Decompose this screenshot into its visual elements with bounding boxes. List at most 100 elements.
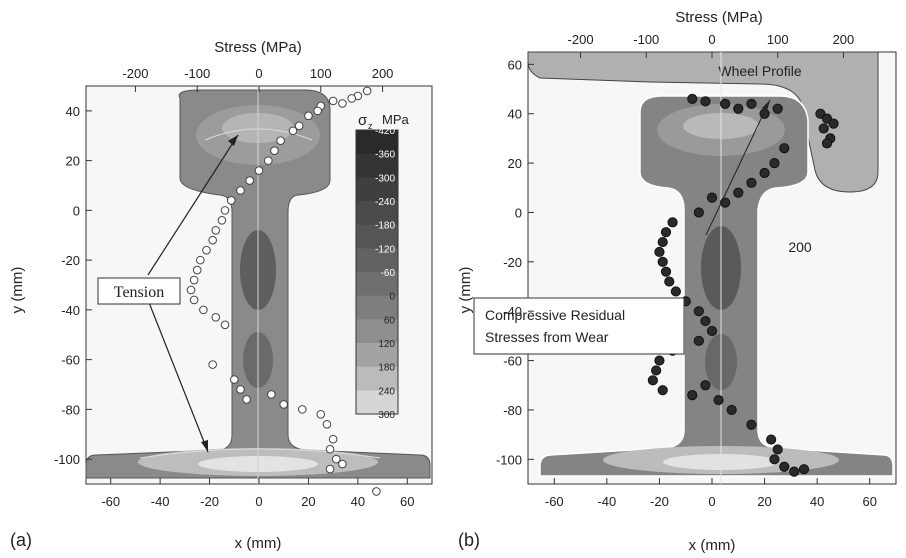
- colorbar-tick-label: -180: [375, 221, 395, 232]
- stress-tick-label: 100: [310, 66, 332, 81]
- data-point: [242, 395, 251, 404]
- colorbar-tick-label: 300: [378, 410, 395, 421]
- data-point: [347, 94, 356, 103]
- data-point: [746, 419, 757, 430]
- colorbar-block: [356, 390, 398, 415]
- data-point: [236, 385, 245, 394]
- data-point: [700, 96, 711, 107]
- x-tick-label: 60: [400, 494, 414, 509]
- tension-arrowhead-down: [201, 440, 208, 452]
- x-tick-label: -20: [200, 494, 219, 509]
- stress-tick-label: 200: [833, 32, 855, 47]
- x-tick-label: -60: [545, 494, 564, 509]
- y-ticks-a: 40 20 0 -20 -40 -60 -80 -100: [54, 104, 92, 467]
- data-point: [660, 266, 672, 277]
- data-point: [263, 156, 273, 165]
- data-point: [769, 157, 780, 169]
- data-point: [654, 246, 665, 258]
- x-tick-label: 20: [301, 494, 315, 509]
- stress-tick-label: -200: [122, 66, 148, 81]
- colorbar-block: [356, 201, 398, 226]
- y-tick-label: -20: [503, 255, 522, 270]
- data-point: [254, 166, 264, 175]
- data-point: [226, 196, 236, 205]
- colorbar-tick-label: -240: [375, 197, 395, 208]
- data-point: [208, 360, 217, 369]
- stress-tick-label: -200: [568, 32, 594, 47]
- x-ticks-a: -60 -40 -20 0 20 40 60: [101, 478, 415, 509]
- y-tick-label: -60: [61, 353, 80, 368]
- data-point: [211, 225, 221, 235]
- data-point: [372, 487, 381, 496]
- stress-axis-label-a: Stress (MPa): [214, 39, 302, 56]
- contour-line-a2: [139, 448, 381, 459]
- colorbar-tick-label: 0: [389, 292, 395, 303]
- colorbar-tick-label: 180: [378, 363, 395, 374]
- data-point: [338, 99, 347, 108]
- y-tick-label: 0: [515, 205, 522, 220]
- data-point: [208, 235, 217, 245]
- data-point: [726, 404, 737, 416]
- data-point: [236, 186, 245, 195]
- stress-axis-label-b: Stress (MPa): [675, 9, 763, 26]
- y-tick-label: -40: [503, 304, 522, 319]
- data-point: [700, 315, 711, 327]
- x-axis-label-a: x (mm): [235, 535, 282, 552]
- stress-tick-label: 0: [708, 32, 715, 47]
- data-point: [297, 405, 307, 414]
- data-point: [304, 111, 313, 121]
- data-point: [331, 454, 341, 464]
- colorbar-block: [356, 295, 398, 320]
- data-point: [657, 385, 668, 396]
- data-point: [798, 464, 810, 475]
- data-point: [779, 143, 790, 154]
- stress-points-a: [186, 86, 381, 496]
- tension-arrow-down: [147, 299, 209, 453]
- y-tick-label: -40: [61, 303, 80, 318]
- x-tick-label: -40: [597, 494, 616, 509]
- data-point: [693, 335, 704, 346]
- data-point: [189, 275, 199, 285]
- colorbar-blocks-a: [356, 130, 398, 415]
- colorbar-tick-label: -420: [375, 126, 395, 137]
- data-point: [706, 325, 718, 337]
- data-point: [779, 461, 790, 472]
- annotation-200: 200: [788, 239, 812, 255]
- data-point: [657, 256, 668, 267]
- panel-b: Wheel Profile 200 Compressive Residual S…: [457, 9, 897, 554]
- colorbar-tick-label: 60: [384, 315, 396, 326]
- y-tick-label: -80: [61, 402, 80, 417]
- tension-annotation: Tension: [97, 134, 239, 453]
- data-point: [279, 400, 289, 409]
- stress-points-b: [647, 93, 839, 477]
- data-point: [706, 192, 718, 203]
- colorbar-block: [356, 343, 398, 368]
- data-point: [276, 136, 285, 146]
- data-point: [828, 118, 839, 129]
- y-axis-label-b: y (mm): [457, 267, 474, 314]
- colorbar-tick-labels-a: -420 -360 -300 -240 -180 -120 -60 0 60 120 180 240 3…: [375, 126, 395, 421]
- colorbar-frame-a: [355, 129, 399, 415]
- x-tick-label: 0: [708, 494, 715, 509]
- data-point: [759, 167, 770, 179]
- data-point: [746, 177, 757, 188]
- data-point: [664, 276, 675, 287]
- y-tick-label: -20: [61, 253, 80, 268]
- data-point: [772, 103, 783, 114]
- data-point: [769, 454, 780, 465]
- data-point: [270, 146, 279, 155]
- data-point: [720, 98, 731, 109]
- data-point: [772, 444, 783, 455]
- compressive-label-line2: Stresses from Wear: [485, 329, 609, 345]
- data-point: [288, 126, 298, 136]
- y-tick-label: 40: [508, 107, 522, 122]
- data-point: [654, 355, 665, 366]
- wear-arrow: [705, 99, 771, 236]
- colorbar-block: [356, 319, 398, 344]
- colorbar-block: [356, 153, 398, 178]
- data-point: [325, 464, 335, 474]
- data-point: [189, 295, 199, 305]
- data-point: [217, 216, 227, 225]
- data-point: [325, 444, 335, 454]
